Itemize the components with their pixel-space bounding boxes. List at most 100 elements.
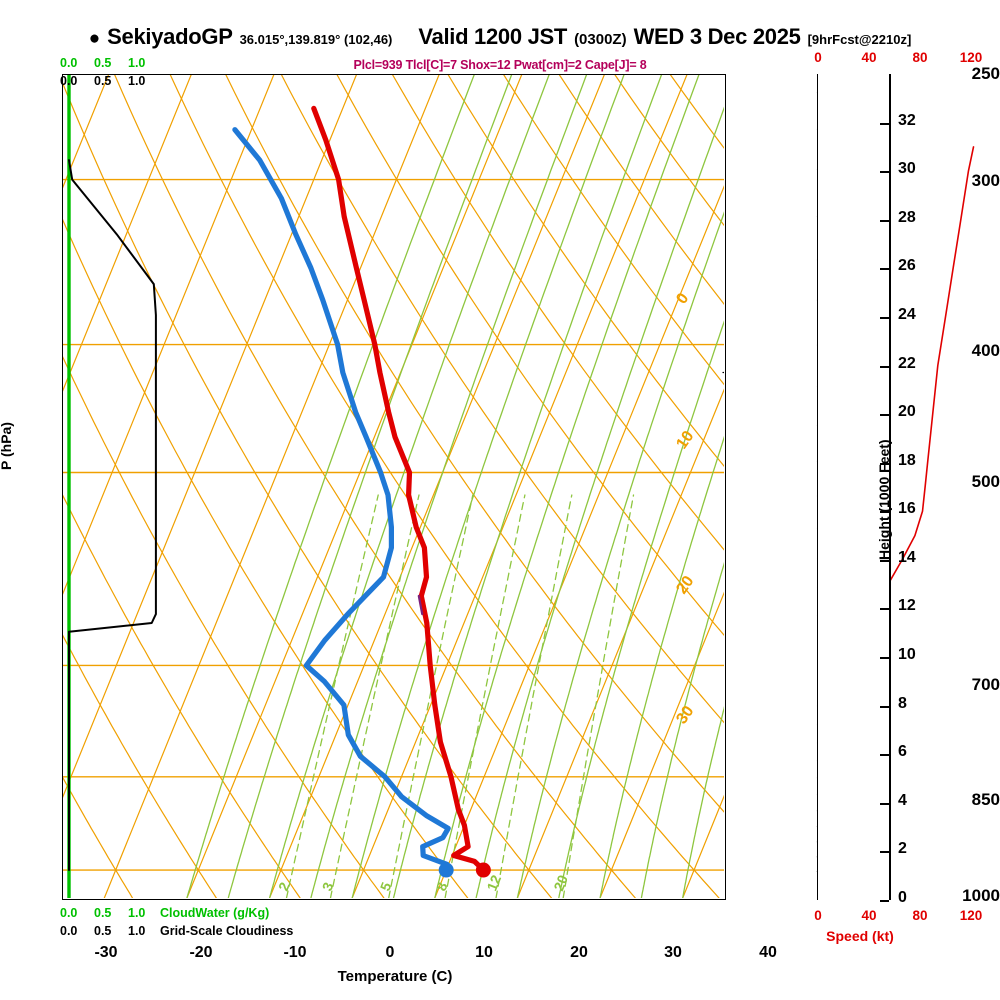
valid-date: WED 3 Dec 2025	[633, 24, 801, 49]
moist-adiabat-40	[682, 705, 724, 898]
height-axis-line	[889, 74, 891, 900]
moist-adiabat-0	[351, 75, 625, 898]
mixing-ratio-2	[285, 494, 379, 898]
height-curve-canvas	[889, 146, 975, 585]
profile-temperature	[311, 105, 486, 873]
dry-adiabat-30	[114, 75, 636, 898]
cloudiness-tick-top-2: 1.0	[128, 74, 146, 88]
moist-adiabat-5	[392, 75, 663, 898]
isotherm--30	[103, 75, 440, 898]
moist-adiabat-30	[599, 435, 724, 898]
mixing-ratio-3	[329, 494, 420, 898]
height-tick-22: 22	[898, 354, 916, 372]
skewt-plot-area: 2 3 5 8 12 20 0 10 20 30	[62, 74, 726, 900]
speed-axis-label: Speed (kt)	[826, 928, 894, 944]
cloudiness-tick-bot-2: 1.0	[128, 924, 146, 938]
height-tick-mark-4	[880, 802, 889, 805]
height-tick-6: 6	[898, 743, 907, 761]
cloudwater-tick-top-0: 0.0	[60, 56, 78, 70]
cloudiness-profile	[68, 159, 157, 871]
speed-tick-bot-80: 80	[912, 908, 928, 923]
speed-tick-top-40: 40	[861, 50, 877, 65]
forecast-tag: [9hrFcst@2210z]	[807, 32, 912, 47]
height-tick-24: 24	[898, 305, 916, 323]
isotherm--10	[268, 75, 605, 898]
pressure-tick-1000: 1000	[962, 886, 1000, 905]
wind-panel-axis	[817, 74, 818, 900]
height-axis-label: Height (1000 Feet)	[876, 439, 892, 560]
dry-adiabat-60	[281, 75, 724, 724]
cloudiness-tick-bot-1: 0.5	[94, 924, 112, 938]
height-tick-mark-24	[880, 316, 889, 319]
cloudiness-tick-bot-0: 0.0	[60, 924, 78, 938]
pressure-tick-400: 400	[971, 341, 1000, 360]
surface-dot-dewpoint	[438, 862, 454, 878]
height-tick-26: 26	[898, 257, 916, 275]
height-tick-10: 10	[898, 646, 916, 664]
moist-adiabat--10	[268, 75, 550, 898]
wind-barb-panel	[726, 74, 818, 900]
dry-adiabat--30	[63, 776, 134, 898]
isotherm-30	[599, 591, 724, 898]
temp-tick--30: -30	[94, 944, 118, 961]
temp-tick-20: 20	[570, 944, 588, 961]
dry-adiabat-label-10: 10	[673, 428, 697, 452]
height-tick-mark-6	[880, 754, 889, 757]
cloudiness-tick-top-0: 0.0	[60, 74, 78, 88]
valid-time: Valid 1200 JST	[418, 24, 568, 49]
height-tick-20: 20	[898, 403, 916, 421]
speed-tick-top-120: 120	[959, 50, 983, 65]
height-tick-mark-26	[880, 268, 889, 271]
height-tick-mark-20	[880, 414, 889, 417]
dry-adiabat-10	[63, 219, 469, 898]
cloudwater-tick-bot-2: 1.0	[128, 906, 146, 920]
moist-adiabat-10	[434, 75, 700, 898]
isotherm-0	[351, 75, 688, 898]
height-tick-12: 12	[898, 597, 916, 615]
height-tick-mark-18	[880, 462, 889, 465]
isotherm-10	[434, 185, 724, 898]
temp-tick--20: -20	[189, 944, 213, 961]
dry-adiabat-40	[169, 75, 720, 898]
dry-adiabat-80	[392, 75, 724, 551]
mixing-ratio-20	[562, 494, 635, 898]
station-coordinates: 36.015°,139.819° (102,46)	[239, 32, 393, 47]
temp-tick-10: 10	[475, 944, 493, 961]
mixing-ratio-label-12: 12	[483, 872, 504, 893]
dry-adiabat-label-20: 20	[673, 573, 697, 597]
temp-tick-40: 40	[759, 944, 777, 961]
isotherm--40	[63, 75, 357, 798]
cloudwater-tick-bot-0: 0.0	[60, 906, 78, 920]
height-tick-mark-14	[880, 559, 889, 562]
valid-time-zulu: (0300Z)	[574, 31, 627, 48]
sounding-parameters: Plcl=939 Tlcl[C]=7 Shox=12 Pwat[cm]=2 Ca…	[353, 58, 647, 72]
speed-tick-bot-40: 40	[861, 908, 877, 923]
height-tick-4: 4	[898, 791, 907, 809]
dry-adiabat-130	[670, 75, 724, 149]
dry-adiabat-0	[63, 356, 385, 898]
temp-tick--10: -10	[283, 944, 307, 961]
height-tick-28: 28	[898, 208, 916, 226]
moist-adiabat-20	[516, 211, 724, 898]
dry-adiabat-50	[225, 75, 724, 813]
pressure-tick-250: 250	[971, 64, 1000, 83]
surface-dot-temperature	[475, 862, 491, 878]
dry-adiabat-120	[614, 75, 724, 227]
pressure-tick-850: 850	[971, 790, 1000, 809]
height-tick-18: 18	[898, 451, 916, 469]
dry-adiabat-label-30: 30	[673, 703, 697, 727]
cloudwater-axis-label: CloudWater (g/Kg)	[160, 906, 270, 920]
height-tick-mark-32	[880, 122, 889, 125]
pressure-axis-label: P (hPa)	[0, 422, 14, 470]
cloudwater-tick-bot-1: 0.5	[94, 906, 112, 920]
temperature-axis-label: Temperature (C)	[337, 968, 453, 985]
height-tick-mark-0	[880, 900, 889, 902]
temp-tick-30: 30	[664, 944, 682, 961]
height-tick-mark-2	[880, 851, 889, 854]
cloudiness-axis-label: Grid-Scale Cloudiness	[160, 924, 294, 938]
mixing-ratio-12	[495, 494, 573, 898]
height-tick-8: 8	[898, 694, 907, 712]
cloudiness-tick-top-1: 0.5	[94, 74, 112, 88]
height-tick-2: 2	[898, 840, 907, 858]
